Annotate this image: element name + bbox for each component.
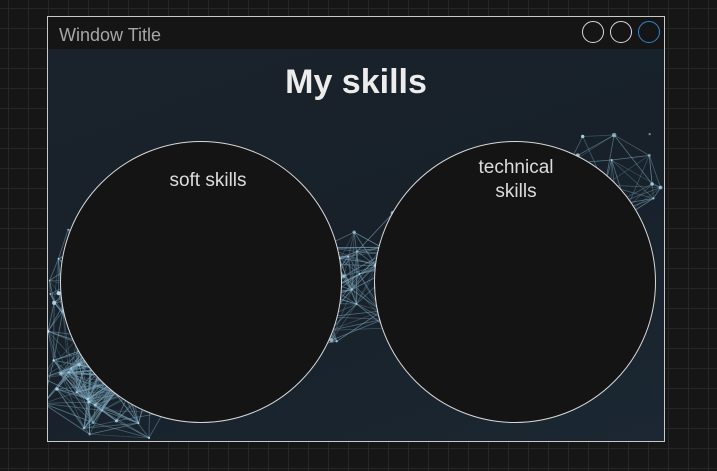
- soft-skills-label: soft skills: [169, 170, 247, 191]
- technical-skills-label-text: technical skills: [478, 157, 554, 202]
- technical-skills-circle[interactable]: technical skills: [374, 141, 656, 423]
- technical-skills-label: technical skills: [436, 156, 596, 204]
- window-title: Window Title: [59, 25, 162, 45]
- minimize-button[interactable]: [582, 21, 604, 43]
- title-bar[interactable]: Window Title: [48, 17, 664, 49]
- soft-skills-circle[interactable]: soft skills: [60, 141, 342, 423]
- close-button[interactable]: [638, 21, 660, 43]
- maximize-button[interactable]: [610, 21, 632, 43]
- app-window: Window Title My skills soft skills techn…: [47, 16, 665, 442]
- content-area: My skills soft skills technical skills: [48, 49, 664, 441]
- page-title: My skills: [285, 63, 427, 101]
